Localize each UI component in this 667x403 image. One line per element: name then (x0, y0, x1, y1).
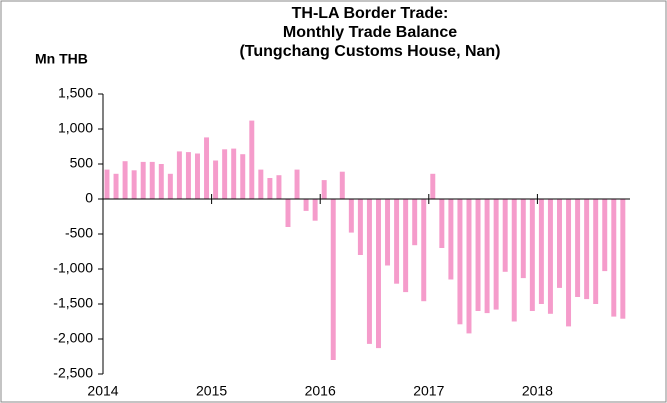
bar (475, 199, 481, 311)
bar (348, 199, 354, 233)
bar (258, 169, 264, 199)
x-tick-label: 2016 (305, 383, 336, 399)
x-tick-label: 2017 (413, 383, 444, 399)
bar (339, 171, 345, 199)
bar (502, 199, 508, 272)
bar (330, 199, 336, 360)
bar (222, 149, 228, 199)
x-tick-label: 2018 (522, 383, 553, 399)
bar (430, 173, 436, 199)
bar (149, 161, 155, 199)
bar (167, 173, 173, 199)
bar (285, 199, 291, 227)
bar (484, 199, 490, 314)
bar (602, 199, 608, 272)
bar (131, 170, 137, 199)
y-tick-label: -1,000 (53, 260, 93, 276)
bar (511, 199, 517, 322)
bar (421, 199, 427, 302)
x-tick-label: 2014 (87, 383, 118, 399)
bar (403, 199, 409, 293)
bar (231, 148, 237, 199)
y-tick-label: 1,500 (58, 85, 93, 101)
bar (113, 173, 119, 199)
bar (104, 169, 110, 199)
bar (122, 161, 128, 199)
bar (538, 199, 544, 304)
y-tick-label: 500 (70, 155, 94, 171)
bar (240, 154, 246, 199)
bar (312, 199, 318, 221)
bar (140, 161, 146, 199)
bar (158, 164, 164, 199)
bar (321, 180, 327, 199)
bar (611, 199, 617, 317)
chart-title: TH-LA Border Trade: (292, 5, 449, 22)
chart-title: Monthly Trade Balance (283, 24, 457, 41)
y-axis-label: Mn THB (35, 51, 88, 67)
y-tick-label: -2,500 (53, 365, 93, 381)
bar (557, 199, 562, 288)
bar (448, 199, 454, 280)
bar (520, 199, 526, 279)
bar (303, 199, 309, 211)
x-tick-label: 2015 (196, 383, 227, 399)
bar (529, 199, 535, 311)
bar (176, 151, 182, 199)
bar (439, 199, 445, 248)
y-tick-label: 1,000 (58, 120, 93, 136)
bar (575, 199, 581, 297)
bar (204, 137, 210, 199)
bar (466, 199, 472, 334)
bar (267, 178, 273, 199)
bar (394, 199, 400, 284)
bar (294, 169, 300, 199)
chart-title: (Tungchang Customs House, Nan) (239, 43, 500, 60)
y-tick-label: 0 (85, 190, 93, 206)
bar (584, 199, 590, 300)
bar (195, 153, 200, 199)
bar (547, 199, 553, 314)
bar (493, 199, 499, 310)
bar (412, 199, 418, 246)
bar (457, 199, 463, 325)
bar (249, 120, 255, 199)
bar (385, 199, 391, 266)
bar (593, 199, 599, 304)
bar (620, 199, 626, 319)
bar (366, 199, 372, 344)
bar (376, 199, 381, 349)
bar (357, 199, 363, 255)
y-tick-label: -1,500 (53, 295, 93, 311)
bar (185, 152, 191, 199)
bar (276, 175, 282, 199)
y-tick-label: -2,000 (53, 330, 93, 346)
bar (566, 199, 572, 327)
y-tick-label: -500 (65, 225, 93, 241)
bar (213, 160, 219, 199)
